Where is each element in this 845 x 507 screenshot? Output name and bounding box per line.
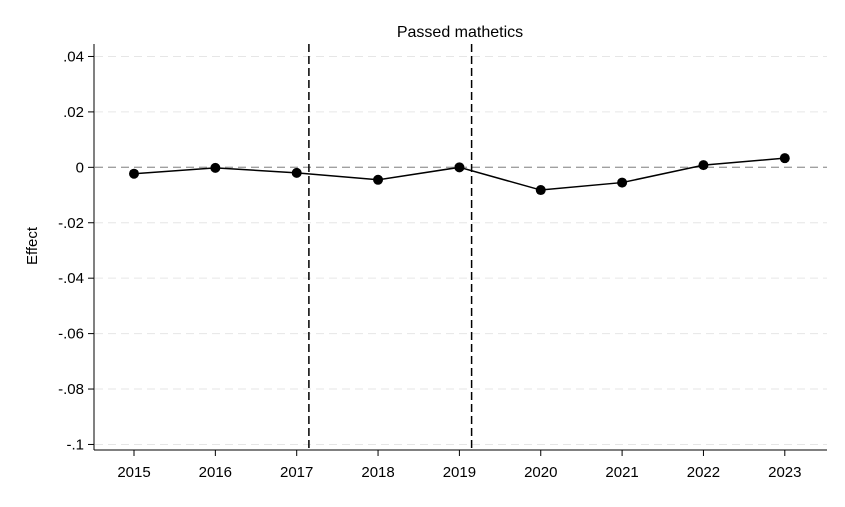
y-tick-label: -.06 [58,326,84,343]
x-tick-label: 2016 [199,464,232,481]
x-tick-label: 2022 [687,464,720,481]
y-tick-label: -.02 [58,215,84,232]
vertical-reference-lines [308,44,473,450]
data-point [454,162,465,173]
data-point [779,153,790,164]
x-tick-label: 2015 [117,464,150,481]
data-point [698,160,709,171]
y-axis: .04 .02 0 -.02 -.04 -.06 -.08 -.1 [58,44,95,453]
chart-title: Passed mathetics [397,24,523,41]
data-point [210,162,221,173]
y-tick-label: -.1 [66,436,84,453]
data-point [617,177,628,188]
plot-grid [95,55,827,445]
x-tick-label: 2021 [605,464,638,481]
y-tick-label: 0 [76,159,84,176]
y-tick-label: -.04 [58,270,84,287]
y-tick-label: .02 [63,104,84,121]
data-point [129,168,139,179]
data-series [129,153,790,196]
data-point [291,167,302,178]
x-tick-label: 2019 [443,464,476,481]
x-axis: 2015 2016 2017 2018 2019 2020 2021 2022 2023 [94,449,827,481]
x-tick-label: 2017 [280,464,313,481]
y-tick-label: -.08 [58,381,84,398]
x-tick-label: 2018 [361,464,394,481]
y-axis-title: Effect [24,226,41,265]
data-point [535,185,546,196]
data-point [373,174,384,185]
x-tick-label: 2023 [768,464,801,481]
y-tick-label: .04 [63,48,84,65]
x-tick-label: 2020 [524,464,557,481]
